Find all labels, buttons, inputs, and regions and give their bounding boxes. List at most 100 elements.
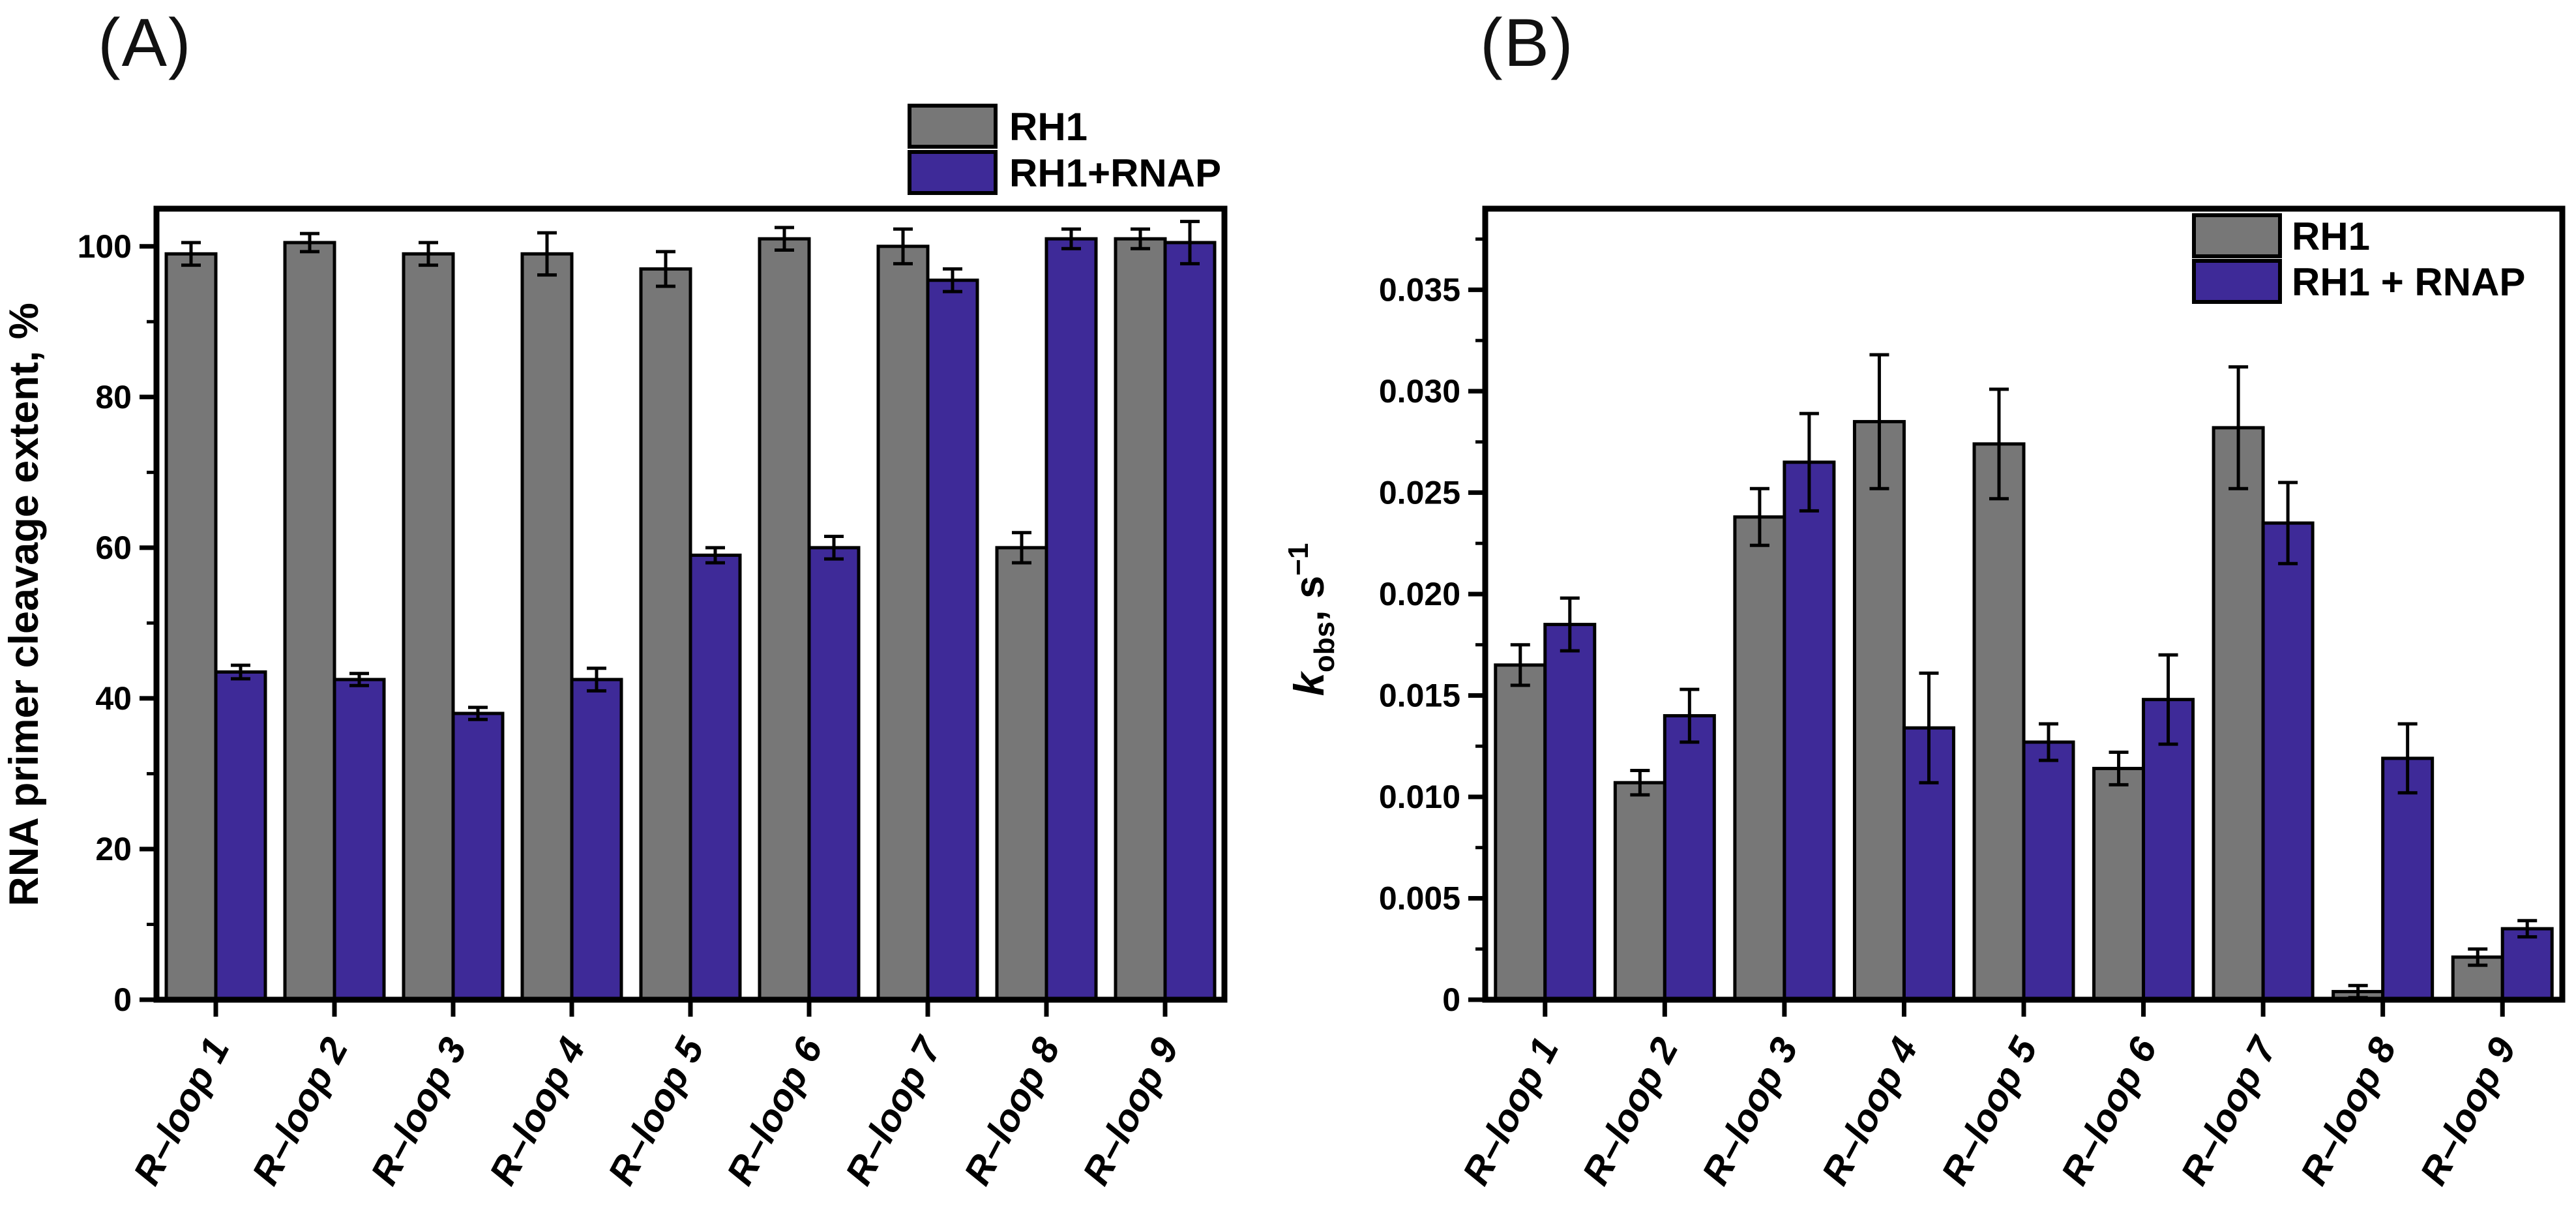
y-tick-label: 60 [95, 530, 132, 566]
error-bar-A-s0-c1 [181, 241, 201, 267]
x-category-label: R–loop 9 [2412, 1031, 2524, 1192]
legend-swatch-rh1-rnap [2192, 259, 2282, 304]
y-tick-label: 0.015 [1379, 677, 1460, 713]
error-bar-B-s0-c9 [2468, 947, 2488, 967]
error-bar-A-s1-c6 [824, 535, 844, 561]
bar-A-s0-c8 [995, 546, 1048, 1002]
bar-A-s0-c7 [876, 245, 930, 1002]
series-RH1RNAP [1543, 411, 2554, 1002]
error-bar-A-s0-c8 [1012, 531, 1031, 565]
bar-A-s1-c6 [807, 546, 861, 1002]
y-tick-label: 0.010 [1379, 779, 1460, 815]
error-bar-A-s0-c4 [537, 231, 557, 277]
bar-B-s1-c7 [2261, 521, 2315, 1002]
legend-label: RH1 [1009, 105, 1088, 149]
chart-B: 0 0.005 0.010 0.015 0.020 0.025 0.030 0.035 R–lo… [1282, 205, 2566, 1191]
y-axis-title-A: RNA primer cleavage extent, % [1, 303, 47, 906]
y-tick-label: 100 [78, 228, 132, 265]
x-category-label: R–loop 6 [2053, 1030, 2166, 1191]
error-bar-B-s1-c9 [2517, 919, 2538, 939]
error-bar-A-s0-c2 [300, 232, 319, 254]
y-tick-label: 0.035 [1379, 271, 1460, 308]
y-axis-A: 0 20 40 60 80 100 [78, 228, 156, 1018]
x-category-label: R–loop 7 [837, 1029, 951, 1191]
x-category-label: R–loop 2 [244, 1031, 356, 1192]
x-axis-B: R–loop 1 R–loop 2 R–loop 3 R–loop 4 R–loop 5… [1455, 1000, 2524, 1191]
series-RH1RNAP [214, 220, 1217, 1002]
bar-B-s1-c9 [2500, 927, 2554, 1002]
error-bar-A-s1-c2 [349, 672, 369, 687]
bar-B-s1-c5 [2022, 740, 2075, 1002]
error-bar-B-s1-c3 [1799, 411, 1819, 513]
x-category-label: R–loop 5 [600, 1030, 713, 1191]
error-bar-A-s0-c9 [1131, 227, 1150, 250]
bar-A-s0-c2 [283, 241, 336, 1002]
y-tick-label: 0.025 [1379, 474, 1460, 511]
error-bar-A-s1-c5 [705, 546, 725, 565]
x-category-label: R–loop 5 [1933, 1030, 2046, 1191]
y-tick-label: 0 [1442, 981, 1460, 1018]
error-bar-B-s0-c3 [1749, 486, 1769, 547]
error-bar-B-s1-c4 [1919, 671, 1939, 785]
error-bar-B-s1-c5 [2039, 722, 2058, 762]
bar-A-s1-c3 [451, 711, 505, 1002]
bar-A-s0-c4 [520, 252, 574, 1002]
bar-A-s1-c7 [926, 278, 979, 1002]
y-tick-label: 40 [95, 680, 132, 717]
x-category-label: R–loop 2 [1574, 1031, 1686, 1192]
error-bar-A-s1-c4 [587, 666, 606, 693]
x-category-label: R–loop 8 [956, 1030, 1069, 1191]
bar-A-s0-c3 [402, 252, 455, 1002]
bar-B-s0-c3 [1733, 515, 1786, 1002]
x-category-label: R–loop 4 [1814, 1031, 1926, 1192]
bar-B-s1-c1 [1543, 623, 1597, 1002]
legend-label: RH1+RNAP [1009, 151, 1221, 195]
bar-B-s1-c3 [1783, 460, 1836, 1002]
bar-B-s0-c7 [2212, 426, 2265, 1002]
series-RH1 [1494, 353, 2504, 1002]
y-tick-label: 80 [95, 379, 132, 415]
x-category-label: R–loop 3 [1694, 1031, 1806, 1192]
y-axis-B: 0 0.005 0.010 0.015 0.020 0.025 0.030 0.035 [1379, 237, 1485, 1018]
bar-B-s0-c4 [1852, 420, 1906, 1002]
bar-A-s1-c1 [214, 670, 267, 1002]
bar-B-s0-c1 [1494, 663, 1547, 1002]
x-axis-A: R–loop 1 R–loop 2 R–loop 3 R–loop 4 R–loop 5… [125, 1000, 1187, 1191]
x-category-label: R–loop 1 [125, 1031, 237, 1192]
bar-A-s1-c4 [570, 678, 623, 1002]
x-category-label: R–loop 7 [2172, 1029, 2286, 1191]
error-bar-A-s0-c5 [656, 250, 675, 288]
panel-a-label: (A) [98, 5, 192, 81]
error-bar-B-s1-c6 [2158, 653, 2178, 746]
error-bar-B-s0-c6 [2109, 751, 2129, 786]
error-bar-A-s1-c3 [468, 706, 488, 721]
error-bar-A-s0-c3 [419, 241, 438, 267]
error-bar-A-s1-c1 [231, 663, 250, 681]
y-tick-label: 0.020 [1379, 576, 1460, 612]
bar-B-s1-c8 [2381, 756, 2435, 1002]
x-category-label: R–loop 9 [1074, 1031, 1187, 1192]
legend-swatch-rh1 [2192, 213, 2282, 258]
bar-B-s1-c2 [1663, 714, 1716, 1002]
error-bar-A-s1-c9 [1180, 220, 1200, 265]
y-axis-title-B: kobs, s−1 [1282, 543, 1340, 696]
x-category-label: R–loop 8 [2292, 1030, 2405, 1191]
error-bar-B-s0-c2 [1630, 769, 1650, 797]
bar-A-s1-c2 [333, 678, 386, 1002]
legend-swatch-rh1-rnap [908, 150, 998, 195]
y-tick-label: 20 [95, 831, 132, 867]
error-bar-B-s0-c1 [1510, 643, 1530, 687]
error-bar-B-s0-c5 [1989, 387, 2009, 501]
bar-A-s1-c5 [688, 553, 742, 1002]
series-RH1 [164, 226, 1167, 1002]
bar-A-s0-c5 [639, 267, 692, 1002]
legend-label: RH1 [2292, 215, 2370, 258]
x-category-label: R–loop 4 [481, 1031, 593, 1192]
panel-b-label: (B) [1480, 5, 1575, 81]
y-tick-label: 0.030 [1379, 373, 1460, 410]
bar-B-s0-c5 [1972, 442, 2026, 1002]
